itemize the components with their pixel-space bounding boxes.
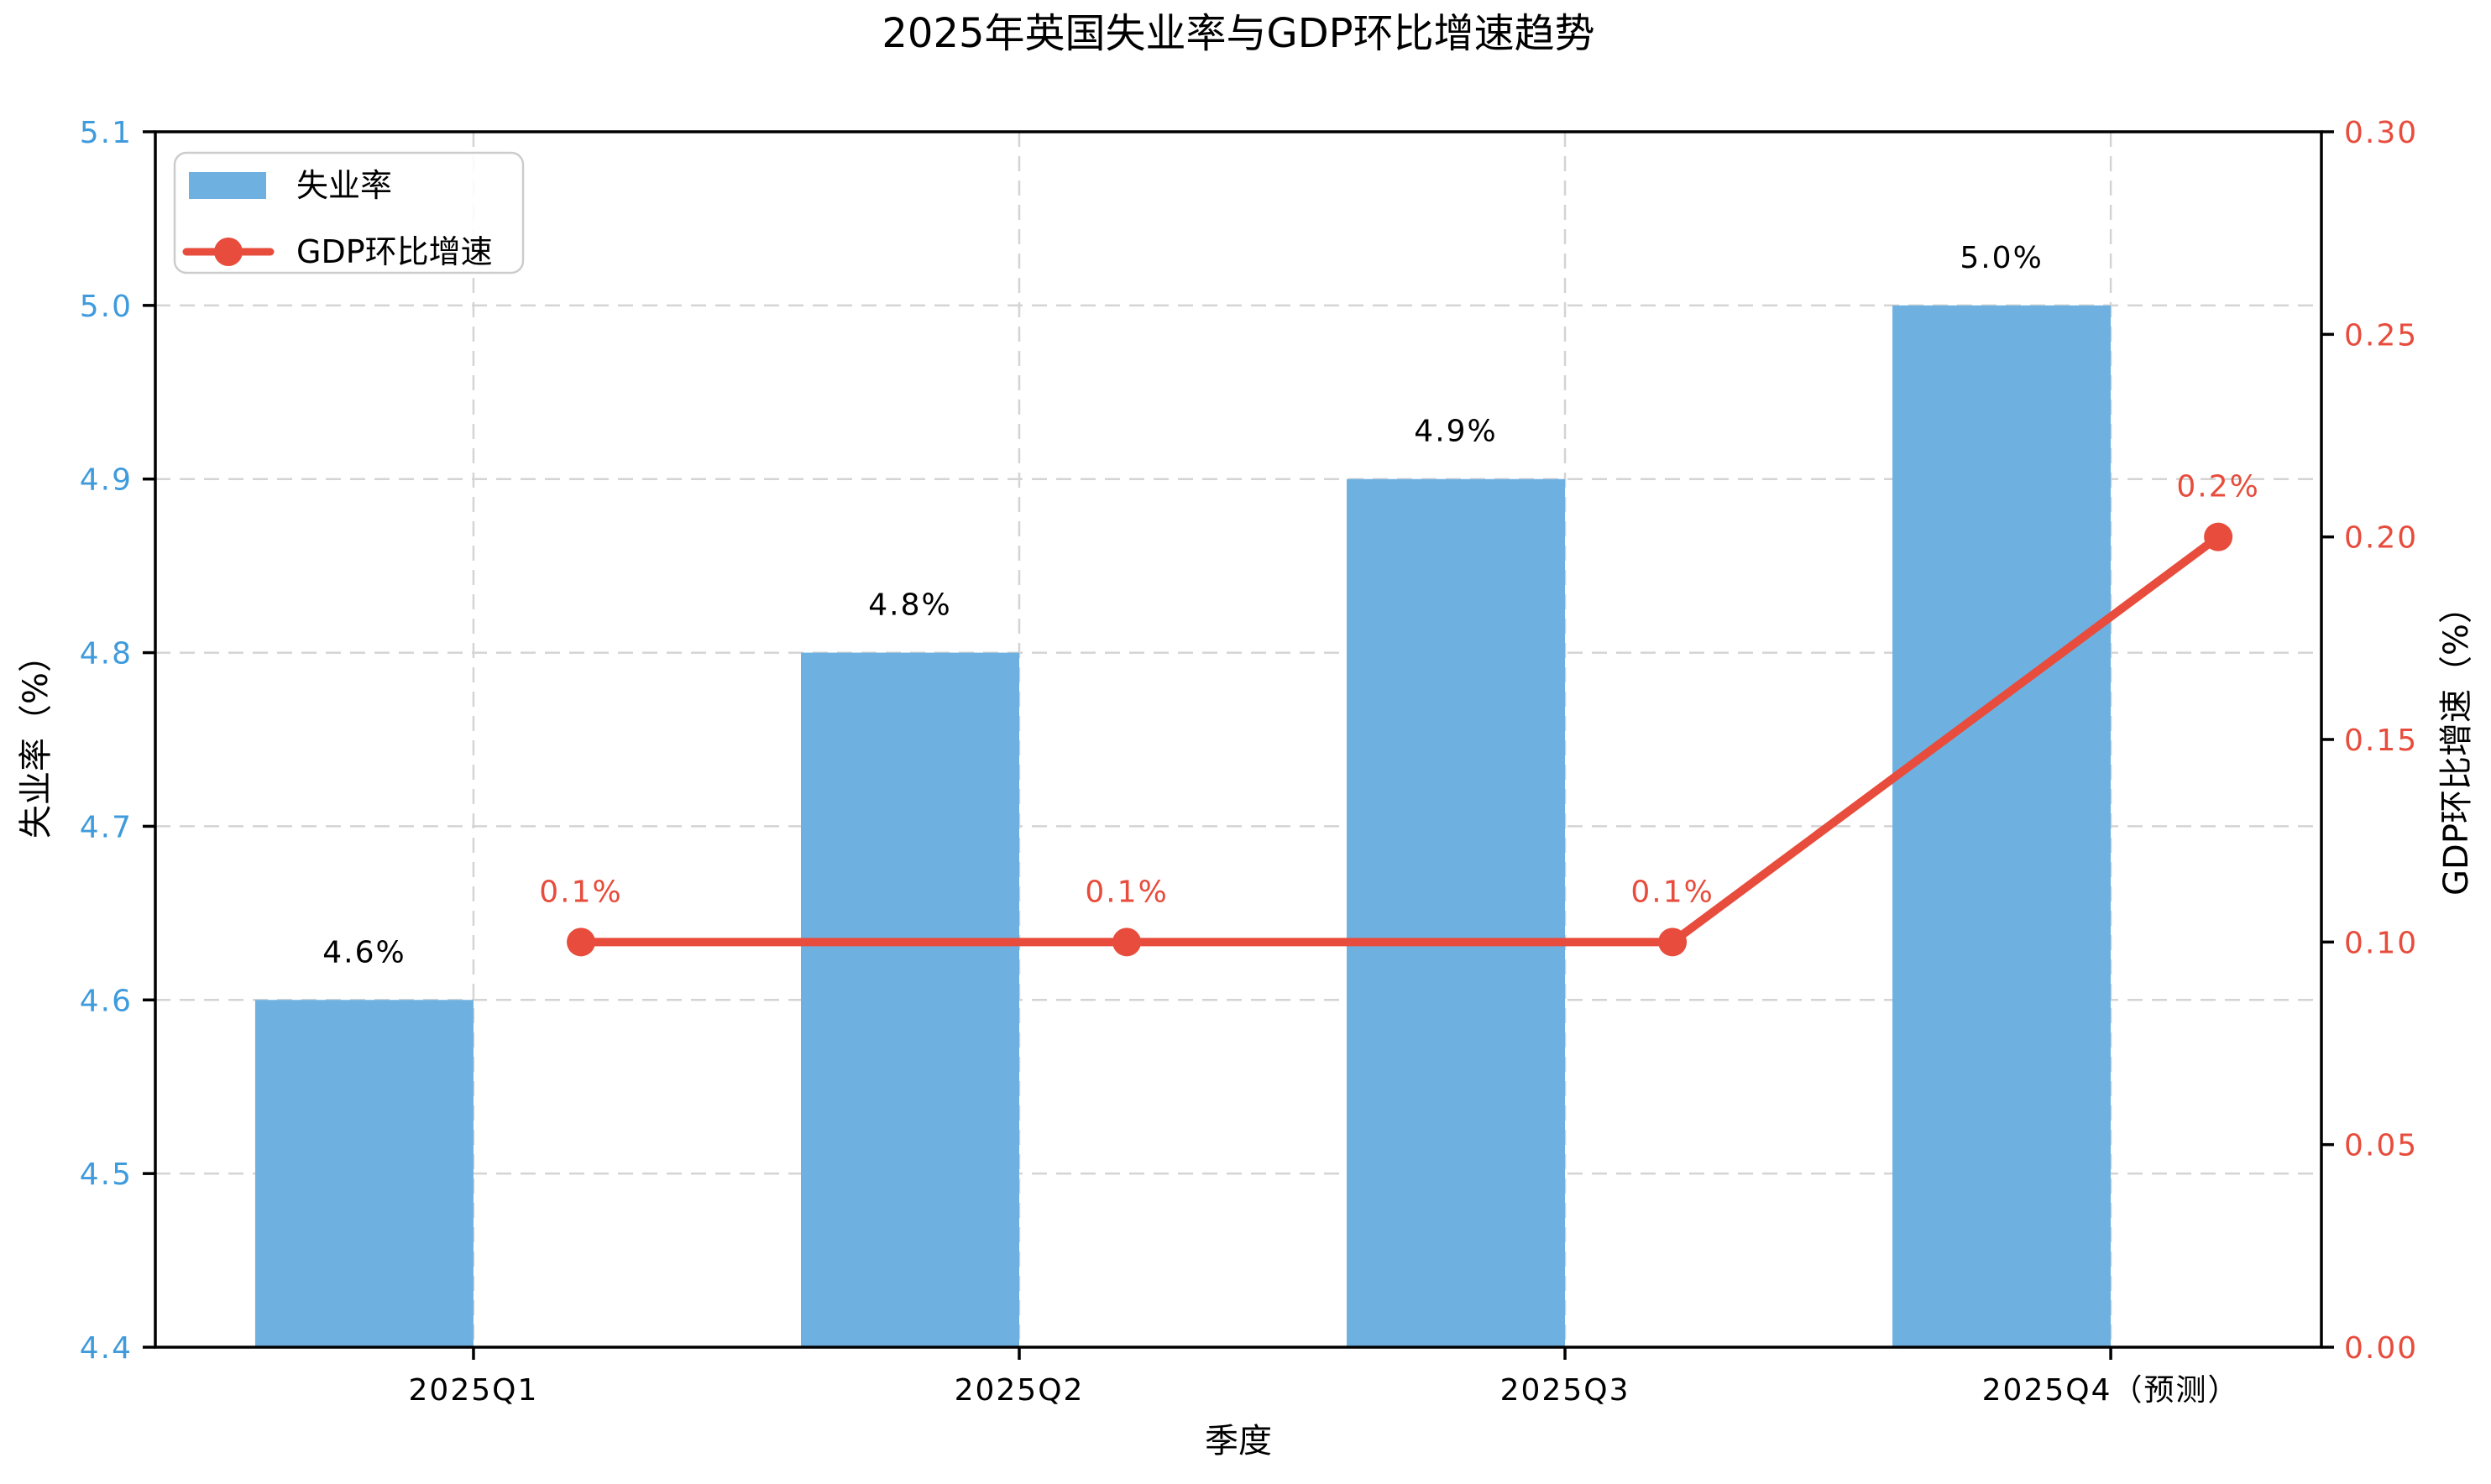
y-right-tick-label-0.10: 0.10 [2344,926,2418,960]
gdp-line [577,532,2223,947]
chart-title: 2025年英国失业率与GDP环比增速趋势 [882,10,1594,57]
annotations-layer: 4.6% 4.8% 4.9% 5.0% 0.1% 0.1% 0.1% 0.2% [322,241,2259,969]
y-right-tick-label-0.15: 0.15 [2344,724,2418,758]
y-right-tick-label-0.00: 0.00 [2344,1331,2418,1366]
legend-item-unemployment: 失业率 [296,167,392,204]
line-value-label-2025Q4（预测）: 0.2% [2176,470,2259,504]
y-right-tick-label-0.25: 0.25 [2344,318,2418,353]
legend: 失业率 GDP环比增速 [173,151,525,274]
bar-value-label-2025Q4（预测）: 5.0% [1960,241,2043,275]
y-left-tick-label-5.0: 5.0 [80,290,133,324]
line-point-2025Q1 [567,928,596,957]
x-tick-label-2025Q3: 2025Q3 [1500,1373,1630,1408]
bar-2025Q4（预测） [1892,305,2112,1347]
legend-line-marker [214,238,243,266]
line-point-2025Q2 [1112,928,1142,957]
line-value-label-2025Q2: 0.1% [1085,875,1168,909]
bar-2025Q3 [1347,478,1566,1347]
line-point-2025Q4（预测） [2204,522,2233,551]
bar-value-label-2025Q1: 4.6% [322,935,406,969]
x-tick-label-2025Q1: 2025Q1 [409,1373,539,1408]
bar-value-label-2025Q3: 4.9% [1414,415,1497,449]
axis-ticks-layer: 5.1 5.0 4.9 4.8 4.7 4.6 4.5 4.4 0.30 0.25 0.20 0.15… [80,116,2418,1408]
plot-border-spines [154,130,2323,1349]
y-left-tick-label-4.8: 4.8 [80,637,133,671]
y-right-tick-label-0.05: 0.05 [2344,1129,2418,1163]
bar-2025Q2 [800,652,1020,1347]
bar-series-layer [254,305,2112,1347]
bar-value-label-2025Q2: 4.8% [868,588,951,623]
y-right-axis-label: GDP环比增速（%） [2437,590,2476,896]
line-series-layer [567,522,2233,957]
x-axis-label: 季度 [1205,1422,1272,1460]
line-point-2025Q3 [1658,928,1688,957]
y-left-tick-label-4.5: 4.5 [80,1157,133,1192]
x-tick-label-2025Q4（预测）: 2025Q4（预测） [1982,1373,2240,1408]
y-left-tick-label-4.9: 4.9 [80,463,133,498]
y-left-tick-label-4.4: 4.4 [80,1331,133,1366]
line-value-label-2025Q1: 0.1% [539,875,622,909]
y-left-axis-label: 失业率（%） [17,639,55,839]
legend-bar-swatch [189,172,266,199]
bar-2025Q1 [254,1000,474,1347]
x-tick-label-2025Q2: 2025Q2 [955,1373,1085,1408]
line-value-label-2025Q3: 0.1% [1630,875,1714,909]
y-right-tick-label-0.30: 0.30 [2344,116,2418,150]
y-left-tick-label-4.7: 4.7 [80,810,133,844]
y-left-tick-label-5.1: 5.1 [80,116,133,150]
legend-item-gdp: GDP环比增速 [296,233,493,270]
y-left-tick-label-4.6: 4.6 [80,984,133,1018]
y-right-tick-label-0.20: 0.20 [2344,521,2418,556]
